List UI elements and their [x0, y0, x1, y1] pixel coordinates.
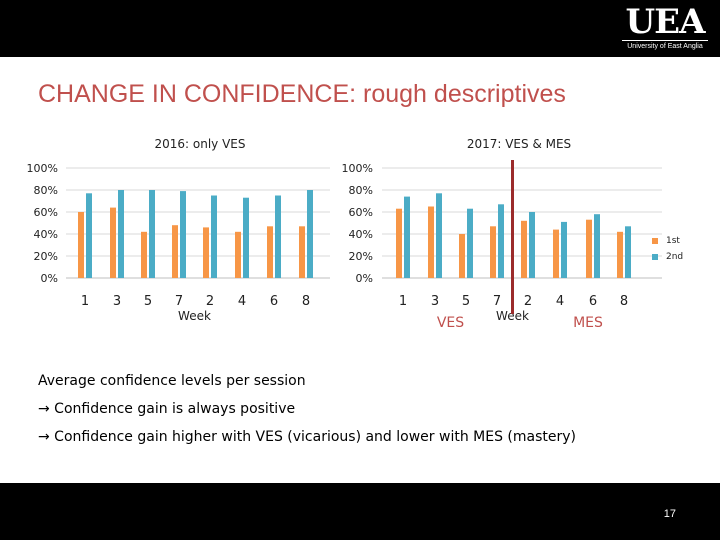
chart1-xtick-6: 6 — [270, 294, 278, 309]
page-number: 17 — [663, 508, 676, 520]
legend-label-second: 2nd — [666, 252, 684, 262]
chart1-title: 2016: only VES — [154, 137, 245, 151]
chart1-bar-s1-7 — [172, 225, 178, 278]
legend-item-second: 2nd — [652, 249, 683, 265]
chart1-ytick-3: 60% — [34, 206, 58, 219]
body-line-summary: Average confidence levels per session — [38, 373, 306, 389]
chart2-bar-s1-4 — [553, 229, 559, 278]
chart1-xtick-3: 3 — [113, 294, 121, 309]
chart1-bar-s1-2 — [203, 227, 209, 278]
logo-subtext: University of East Anglia — [622, 40, 708, 51]
chart1-bar-s2-4 — [243, 197, 249, 278]
chart1-bar-s1-4 — [235, 231, 241, 278]
chart1-xtick-7: 7 — [175, 294, 183, 309]
chart2-bar-s2-4 — [561, 221, 567, 278]
chart2-bar-s2-8 — [625, 226, 631, 278]
chart1-ytick-5: 100% — [27, 162, 58, 175]
chart2-bar-s2-1 — [404, 196, 410, 278]
chart2-title: 2017: VES & MES — [467, 137, 571, 151]
legend-swatch-second — [652, 253, 658, 260]
chart2-xtick-4: 4 — [556, 294, 564, 309]
chart2-xtick-6: 6 — [589, 294, 597, 309]
chart1-ytick-1: 20% — [34, 250, 58, 263]
chart2-ytick-3: 60% — [349, 206, 373, 219]
chart1-xlabel: Week — [178, 309, 211, 323]
chart1-bar-s1-3 — [110, 207, 116, 278]
chart2-ytick-2: 40% — [349, 228, 373, 241]
chart1-ytick-2: 40% — [34, 228, 58, 241]
chart2-bar-s2-6 — [594, 214, 600, 278]
chart2-xtick-8: 8 — [620, 294, 628, 309]
chart2-xtick-5: 5 — [462, 294, 470, 309]
chart1-ytick-4: 80% — [34, 184, 58, 197]
legend-label-first: 1st — [666, 236, 680, 246]
uea-logo: UEA University of East Anglia — [622, 4, 708, 52]
chart2-bar-s2-3 — [436, 193, 442, 278]
chart2-bar-s1-2 — [521, 220, 527, 278]
chart2-bar-s1-6 — [586, 219, 592, 278]
chart2-bar-s1-7 — [490, 226, 496, 278]
chart2-bar-s1-3 — [428, 206, 434, 278]
slide-body: Average confidence levels per session → … — [38, 370, 576, 454]
legend-item-first: 1st — [652, 233, 683, 249]
chart2-bar-s2-2 — [529, 212, 535, 278]
chart1-bar-s2-8 — [307, 190, 313, 278]
chart1-xtick-4: 4 — [238, 294, 246, 309]
chart1-xtick-1: 1 — [81, 294, 89, 309]
chart2-ytick-0: 0% — [356, 272, 373, 285]
body-line-gain-positive: → Confidence gain is always positive — [38, 401, 296, 417]
top-bar: UEA University of East Anglia — [0, 0, 720, 57]
chart2-ytick-1: 20% — [349, 250, 373, 263]
chart1-bar-s2-3 — [118, 190, 124, 278]
chart1-bar-s2-2 — [211, 195, 217, 278]
chart1-bar-s1-8 — [299, 226, 305, 278]
chart1-bar-s1-5 — [141, 231, 147, 278]
chart2-bar-s2-5 — [467, 208, 473, 278]
chart1-bar-s1-1 — [78, 212, 84, 278]
chart2-bar-s1-5 — [459, 234, 465, 278]
chart2-bar-s2-7 — [498, 204, 504, 278]
chart2-xtick-2: 2 — [524, 294, 532, 309]
chart2-bar-s1-1 — [396, 208, 402, 278]
chart2-bar-s1-8 — [617, 231, 623, 278]
chart2-xtick-3: 3 — [431, 294, 439, 309]
body-line-gain-comparison: → Confidence gain higher with VES (vicar… — [38, 429, 576, 445]
chart1-bar-s2-7 — [180, 191, 186, 278]
chart2-ytick-5: 100% — [342, 162, 373, 175]
chart1-bar-s2-1 — [86, 193, 92, 278]
legend-swatch-first — [652, 237, 658, 244]
chart-legend: 1st 2nd — [652, 233, 683, 265]
chart2-xtick-1: 1 — [399, 294, 407, 309]
bottom-bar: 17 — [0, 483, 720, 540]
chart1-bar-s1-6 — [267, 226, 273, 278]
chart1-bar-s2-5 — [149, 190, 155, 278]
slide-title: CHANGE IN CONFIDENCE: rough descriptives — [38, 80, 566, 108]
logo-mark: UEA — [625, 2, 706, 42]
chart1-xtick-8: 8 — [302, 294, 310, 309]
chart2-annotation-mes: MES — [573, 315, 603, 331]
chart2-xlabel: Week — [496, 309, 529, 323]
chart2-annotation-ves: VES — [437, 315, 464, 331]
chart2-xtick-7: 7 — [493, 294, 501, 309]
chart1-xtick-2: 2 — [206, 294, 214, 309]
chart1-bar-s2-6 — [275, 195, 281, 278]
chart1-ytick-0: 0% — [41, 272, 58, 285]
chart2-ytick-4: 80% — [349, 184, 373, 197]
chart1-xtick-5: 5 — [144, 294, 152, 309]
